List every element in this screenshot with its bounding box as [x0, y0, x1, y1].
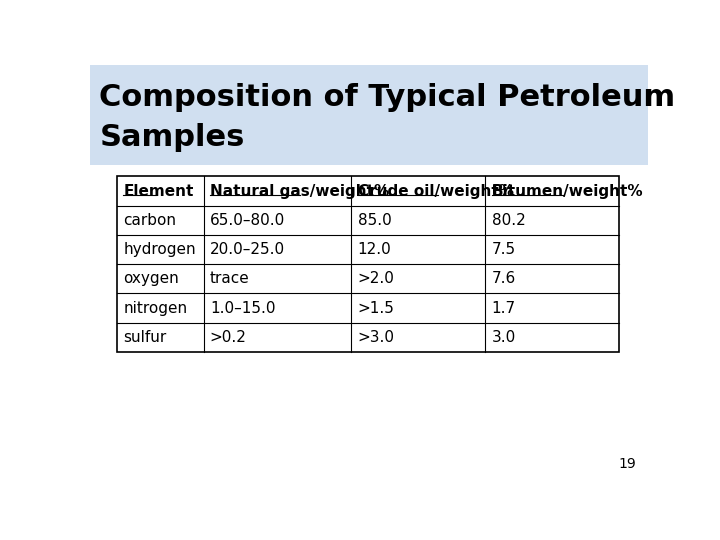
Text: 80.2: 80.2: [492, 213, 526, 228]
Bar: [90, 65, 648, 165]
Text: Crude oil/weight%: Crude oil/weight%: [358, 184, 513, 199]
Text: nitrogen: nitrogen: [123, 301, 187, 315]
Text: 12.0: 12.0: [358, 242, 392, 257]
Text: 1.0–15.0: 1.0–15.0: [210, 301, 275, 315]
Text: Natural gas/weight%: Natural gas/weight%: [210, 184, 389, 199]
Text: Composition of Typical Petroleum: Composition of Typical Petroleum: [99, 83, 675, 112]
Text: trace: trace: [210, 272, 250, 286]
Text: 85.0: 85.0: [358, 213, 392, 228]
Text: >0.2: >0.2: [210, 330, 247, 345]
Text: oxygen: oxygen: [123, 272, 179, 286]
Text: 19: 19: [618, 457, 636, 471]
Text: 3.0: 3.0: [492, 330, 516, 345]
Bar: [117, 177, 619, 352]
Text: 1.7: 1.7: [492, 301, 516, 315]
Text: Bitumen/weight%: Bitumen/weight%: [492, 184, 643, 199]
Text: 7.5: 7.5: [492, 242, 516, 257]
Text: sulfur: sulfur: [123, 330, 166, 345]
Text: >2.0: >2.0: [358, 272, 395, 286]
Text: 7.6: 7.6: [492, 272, 516, 286]
Text: hydrogen: hydrogen: [123, 242, 196, 257]
Text: >3.0: >3.0: [358, 330, 395, 345]
Text: 65.0–80.0: 65.0–80.0: [210, 213, 285, 228]
Text: carbon: carbon: [123, 213, 176, 228]
Text: Element: Element: [123, 184, 194, 199]
Text: >1.5: >1.5: [358, 301, 395, 315]
Text: Samples: Samples: [99, 124, 245, 152]
Text: 20.0–25.0: 20.0–25.0: [210, 242, 285, 257]
